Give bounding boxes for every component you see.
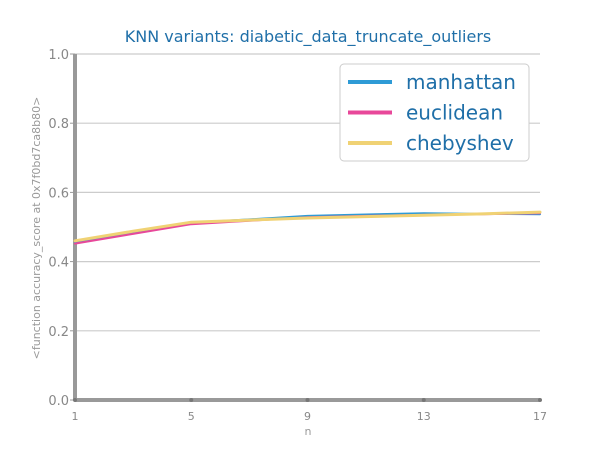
x-tick-label: 5 <box>188 410 195 423</box>
legend-label-chebyshev: chebyshev <box>406 131 514 155</box>
y-axis-label: <function accuracy_score at 0x7f0bd7ca8b… <box>30 97 43 360</box>
y-tick-label: 0.0 <box>48 394 69 409</box>
y-axis-ticks: 0.0 0.2 0.4 0.6 0.8 1.0 <box>48 48 75 409</box>
x-tick-label: 13 <box>417 410 431 423</box>
y-tick-label: 0.4 <box>48 256 69 271</box>
legend-label-manhattan: manhattan <box>406 70 516 94</box>
x-tick-mark <box>305 398 310 402</box>
x-tick-label: 17 <box>533 410 547 423</box>
x-tick-mark <box>189 398 194 402</box>
x-tick-mark <box>421 398 426 402</box>
x-axis-ticks: 1 5 9 13 17 <box>72 398 547 423</box>
legend: manhattan euclidean chebyshev <box>339 63 530 162</box>
series-line-chebyshev <box>73 210 542 243</box>
x-tick-mark <box>73 398 77 402</box>
y-tick-label: 0.6 <box>48 186 69 201</box>
x-axis-label: n <box>305 425 312 438</box>
legend-label-euclidean: euclidean <box>406 101 503 125</box>
x-tick-label: 1 <box>72 410 79 423</box>
chart-title: KNN variants: diabetic_data_truncate_out… <box>125 27 492 47</box>
legend-box <box>339 63 530 162</box>
x-tick-label: 9 <box>304 410 311 423</box>
y-tick-label: 0.2 <box>48 325 69 340</box>
y-tick-label: 1.0 <box>48 48 69 63</box>
y-tick-label: 0.8 <box>48 117 69 132</box>
series-lines <box>73 210 542 245</box>
x-tick-mark <box>538 398 542 402</box>
